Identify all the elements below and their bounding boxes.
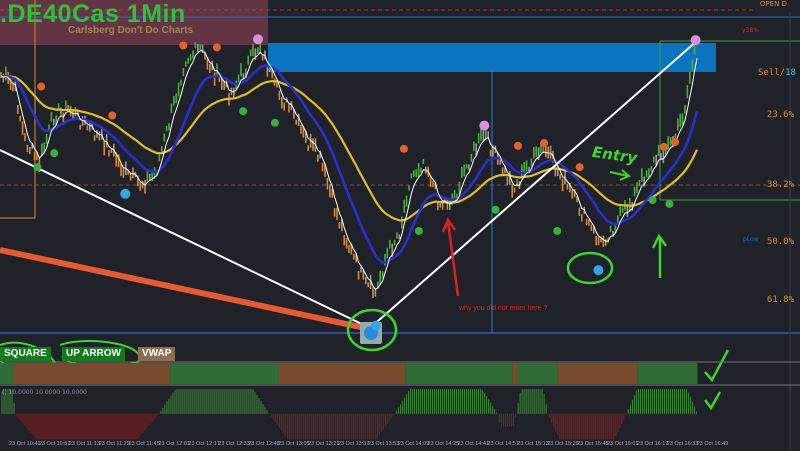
time-tick-label: 23 Oct 15:13 <box>517 441 549 447</box>
trend-segment-bull <box>170 363 279 384</box>
green-up-arrow-icon <box>651 233 668 278</box>
marker-low <box>33 163 42 172</box>
marker-high <box>37 82 46 91</box>
fast-moving-average <box>0 49 698 290</box>
sell-label: Sell/ <box>758 68 786 78</box>
time-tick-label: 23 Oct 13:05 <box>278 441 310 447</box>
marker-swing-high <box>253 34 264 45</box>
trend-segment-bear <box>512 363 518 384</box>
marker-swing-high <box>479 120 490 131</box>
marker-swing-low <box>370 320 381 331</box>
time-tick-label: 23 Oct 10:57 <box>38 441 71 447</box>
marker-low <box>665 199 674 208</box>
marker-low <box>50 149 59 158</box>
time-tick-label: 23 Oct 13:53 <box>367 441 400 447</box>
time-tick-label: 23 Oct 13:37 <box>337 441 370 447</box>
oscillator-label: () 10.0000 10.0000 10.0000 <box>2 389 87 396</box>
fib-50-0: 50.0% <box>766 237 794 247</box>
trendline-down <box>0 149 371 329</box>
marker-low <box>414 226 423 235</box>
trendline-up <box>369 39 699 329</box>
marker-high <box>179 41 188 50</box>
marker-high <box>513 141 522 150</box>
up-arrow-button[interactable]: UP ARROW <box>62 347 125 361</box>
vwap-button[interactable]: VWAP <box>138 347 176 361</box>
marker-high <box>671 138 680 147</box>
marker-high <box>108 111 117 120</box>
entry-arrow-icon <box>609 169 631 181</box>
trend-segment-bull <box>637 363 698 384</box>
annotation-circle <box>566 251 614 285</box>
annotation-circle <box>346 308 398 352</box>
time-tick-label: 23 Oct 12:17 <box>188 441 220 447</box>
time-tick-label: 23 Oct 14:09 <box>397 441 430 447</box>
time-tick-label: 23 Oct 15:45 <box>577 441 609 447</box>
time-tick-label: 23 Oct 16:17 <box>636 441 669 447</box>
time-tick-label: 23 Oct 16:49 <box>696 441 729 447</box>
trend-segment-bull <box>405 363 513 384</box>
mid-moving-average <box>0 63 699 264</box>
marker-low <box>270 118 279 127</box>
plow-label: pLow <box>743 236 759 243</box>
time-tick-label: 23 Oct 15:29 <box>547 441 579 447</box>
supply-zone <box>0 0 268 45</box>
time-tick-label: 23 Oct 10:41 <box>9 441 41 447</box>
trend-segment-bull <box>517 363 558 384</box>
marker-high <box>659 142 668 151</box>
session-box <box>0 0 36 219</box>
marker-high <box>212 43 221 52</box>
time-tick-label: 23 Oct 16:01 <box>607 441 639 447</box>
time-tick-label: 23 Oct 12:48 <box>248 441 280 447</box>
sell-count: 18 <box>785 68 796 78</box>
time-tick-label: 23 Oct 14:57 <box>487 441 519 447</box>
fib-38-2: 38.2% <box>766 180 794 190</box>
trend-segment-bear <box>278 363 406 384</box>
marker-low <box>648 196 657 205</box>
marker-high <box>399 144 408 153</box>
check-icon <box>704 391 722 411</box>
square-button[interactable]: SQUARE <box>0 347 51 361</box>
candles <box>0 35 698 299</box>
red-arrow-icon <box>441 217 460 297</box>
time-tick-label: 23 Oct 16:33 <box>666 441 699 447</box>
marker-high <box>575 163 584 172</box>
time-tick-label: 23 Oct 14:41 <box>457 441 490 447</box>
time-tick-label: 23 Oct 14:25 <box>427 441 460 447</box>
trend-segment-bear <box>13 363 171 384</box>
time-tick-label: 23 Oct 12:33 <box>218 441 250 447</box>
time-tick-label: 23 Oct 11:45 <box>128 441 160 447</box>
marker-low <box>491 205 500 214</box>
open-day-label: OPEN D <box>760 0 788 8</box>
marker-swing-low <box>120 188 131 199</box>
symbol-title: .DE40Cas 1Min <box>0 0 186 28</box>
fib-23-6: 23.6% <box>766 110 794 120</box>
fib-61-8: 61.8% <box>766 295 794 305</box>
time-tick-label: 23 Oct 11:29 <box>98 441 130 447</box>
marker-low <box>239 107 248 116</box>
time-tick-label: 23 Oct 12:01 <box>158 441 191 447</box>
sell-counter: Sell/18 <box>758 68 796 78</box>
trend-segment-bull <box>0 363 14 384</box>
slow-moving-average <box>0 74 698 222</box>
time-tick-label: 23 Oct 13:21 <box>308 441 340 447</box>
marker-swing-high <box>690 35 701 46</box>
question-annotation: why you did not enter here ? <box>459 305 548 312</box>
oscillator-histogram <box>1 389 697 439</box>
chart-subtitle: Carlsberg Don't Do Charts <box>68 25 194 36</box>
marker-swing-low <box>593 265 604 276</box>
sell-zone <box>268 43 716 72</box>
orange-trendline <box>0 247 366 331</box>
y38-label: y38% <box>742 27 759 34</box>
marker-low <box>553 226 562 235</box>
marker-high <box>540 139 549 148</box>
trend-segment-bear <box>557 363 638 384</box>
time-tick-label: 23 Oct 11:13 <box>68 441 100 447</box>
check-icon <box>704 349 730 383</box>
